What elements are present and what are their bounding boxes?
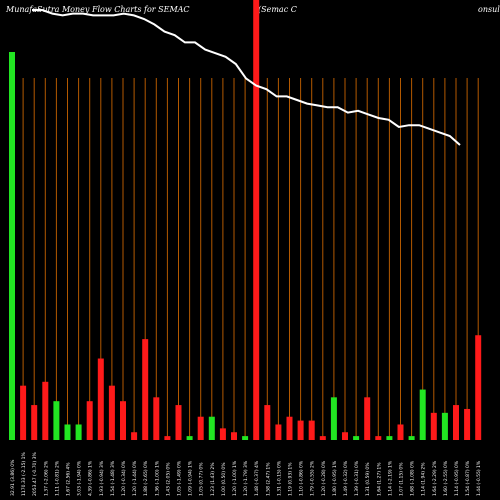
money-flow-bar [475,335,482,440]
x-tick-label: 1.37 (-2.06) 2% [43,460,49,496]
chart-subtitle-fragment: onsult [478,5,500,14]
money-flow-bar [42,381,49,440]
x-tick-label: 1.31 (-0.15) 0% [276,460,282,496]
money-flow-bar [430,412,437,440]
x-tick-label: 1.80 (-0.95) 1% [332,460,338,496]
price-line [32,9,461,146]
money-flow-bar [208,416,215,440]
x-tick-label: 1.31 (0.59) 0% [365,462,371,496]
chart-subtitle: (Semac C [258,5,297,14]
money-flow-bar [419,389,426,440]
x-tick-label: 1.36 (-1.00) 1% [154,460,160,496]
x-tick-label: 1.64 (1.27) 1% [376,462,382,496]
x-tick-label: 1.07 (1.15) 0% [399,462,405,496]
x-tick-label: 1.20 (-1.00) 1% [232,460,238,496]
x-tick-label: 1.68 (-1.08) 0% [410,460,416,496]
money-flow-bar [197,416,204,440]
money-flow-bar [164,436,171,440]
x-tick-label: 1.00 (0.50) 0% [221,462,227,496]
money-flow-bar [375,436,382,440]
x-tick-label: 1.09 (-0.94) 1% [188,460,194,496]
x-tick-label: 32.91 (3.86) 0% [10,459,16,496]
money-flow-bar [108,385,115,440]
money-flow-bar [153,397,160,440]
x-tick-label: 1.20 (-1.44) 0% [132,460,138,496]
x-tick-label: 1.10 (-0.86) 0% [299,460,305,496]
x-tick-label: 1.67 (2.56) 4% [66,462,72,496]
x-axis-labels: 32.91 (3.86) 0% 1170.33 (-2.15) 1% 2053.47… [10,452,482,496]
money-flow-bar [97,358,104,440]
money-flow-bar [408,436,415,440]
money-flow-bar [219,428,226,440]
x-tick-label: 1.05 (-1.49) 0% [177,460,183,496]
money-flow-bar [186,436,193,440]
money-flow-bar [120,401,126,440]
money-flow-bar [131,432,138,440]
x-tick-label: 1170.33 (-2.15) 1% [21,452,27,496]
x-tick-label: 1.48 (-0.37) 4% [254,460,260,496]
money-flow-bar [364,397,371,440]
x-tick-label: 1.20 (-0.28) 0% [321,460,327,496]
money-flow-bar [275,424,282,440]
x-tick-label: 1.05 (0.77) 0% [199,462,205,496]
money-flow-bar [253,0,260,440]
money-flow-bar [9,52,15,440]
money-flow-bar [397,424,404,440]
money-flow-bar [53,401,60,440]
money-flow-bar [441,412,448,440]
x-tick-label: 1.49 (-0.32) 0% [343,460,349,496]
x-tick-label: 1.54 (-0.87) 0% [465,460,471,496]
money-flow-bar [286,416,293,440]
money-flow-bar [386,436,393,440]
money-flow-bar [64,424,71,440]
x-tick-label: 1.54 (-1.48) 3% [110,460,116,496]
x-tick-label: 1.64 (-2.29) 2% [432,460,438,496]
x-tick-label: 1.14 (-0.95) 0% [454,460,460,496]
x-tick-label: 1.20 (-1.79) 3% [243,460,249,496]
x-tick-label: 3.03 (-1.94) 0% [77,460,83,496]
money-flow-bar [242,436,249,440]
x-tick-label: 1.20 (-0.34) 0% [121,460,127,496]
x-tick-label: 1.39 (-0.31) 0% [354,460,360,496]
money-flow-bar [464,408,471,440]
x-tick-label: 1.19 (0.93) 1% [288,462,294,496]
money-flow-bar [319,436,326,440]
x-tick-label: 2053.47 (-0.70) 3% [32,452,38,496]
money-flow-bar [75,424,82,440]
money-flow-bar [353,436,360,440]
x-tick-label: 1.43 (2.05) 0% [165,462,171,496]
money-flow-bar [20,385,27,440]
x-tick-label: 1.88 (-2.65) 0% [143,460,149,496]
money-flow-bar [31,405,38,440]
money-flow-bar [297,420,304,440]
money-flow-bar [330,397,337,440]
x-tick-label: 1.44 (-0.55) 1% [476,460,482,496]
x-tick-label: 1.58 (2.47) 1% [265,462,271,496]
x-tick-label: 1.14 (-2.19) 1% [387,460,393,496]
money-flow-bar [308,420,315,440]
x-tick-label: 1.93 (-0.94) 3% [99,460,105,496]
x-tick-label: 1.23 (1.43) 2% [210,462,216,496]
money-flow-bars [9,0,482,440]
money-flow-bar [453,405,459,440]
x-tick-label: 1.60 (-2.55) 0% [443,460,449,496]
chart-title: MunafaSutra Money Flow Charts for SEMAC [6,5,190,14]
x-tick-label: 1.11 (-0.81) 2% [54,460,60,496]
money-flow-bar [264,405,271,440]
money-flow-bar [342,432,348,440]
money-flow-bar [86,401,93,440]
x-tick-label: 1.14 (1.94) 2% [421,462,427,496]
money-flow-bar [231,432,237,440]
money-flow-bar [142,339,149,440]
x-tick-label: 1.79 (-0.55) 2% [310,460,316,496]
money-flow-bar [175,405,182,440]
gridlines [11,78,479,440]
x-tick-label: 4.39 (-0.86) 1% [88,460,94,496]
